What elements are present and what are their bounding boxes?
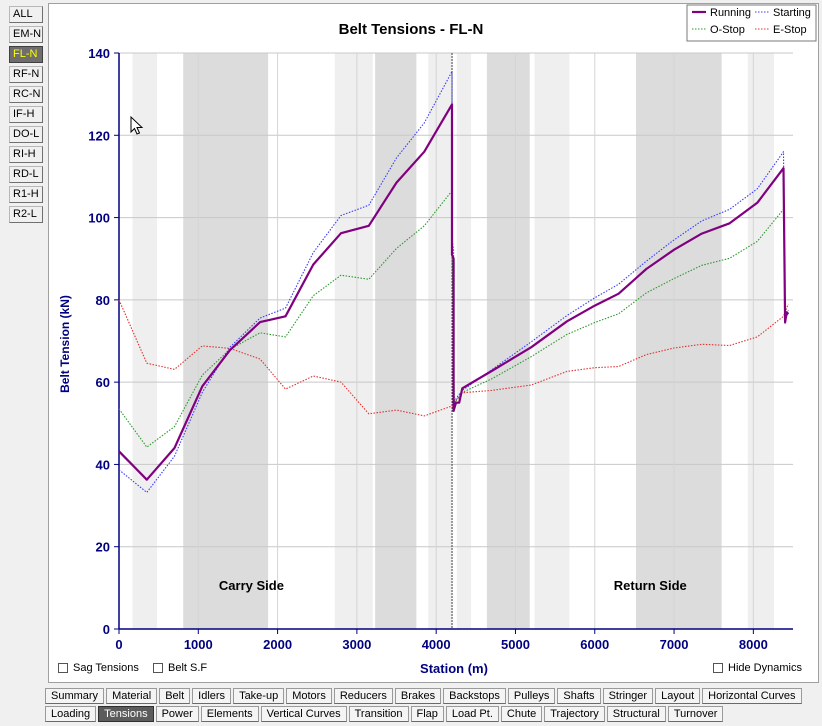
bottom-tab-row-2: Loading Tensions Power Elements Vertical Cur…	[45, 706, 725, 724]
station-band	[183, 53, 269, 629]
side-tab-rf-n[interactable]: RF-N	[9, 66, 43, 83]
x-axis-label: Station (m)	[420, 661, 488, 676]
y-tick-label: 80	[96, 293, 110, 308]
chart-title: Belt Tensions - FL-N	[339, 21, 484, 38]
chart-series	[118, 70, 790, 493]
side-tab-rd-l[interactable]: RD-L	[9, 166, 43, 183]
belt-sf-label: Belt S.F	[168, 662, 208, 674]
checkbox-box[interactable]	[58, 663, 68, 673]
tab-pulleys[interactable]: Pulleys	[507, 688, 556, 704]
tab-take-up[interactable]: Take-up	[233, 688, 285, 704]
tab-turnover[interactable]: Turnover	[667, 706, 724, 722]
legend-label-e-stop: E-Stop	[773, 24, 807, 36]
tab-structural[interactable]: Structural	[606, 706, 666, 722]
station-band	[375, 53, 417, 629]
mouse-cursor-icon	[130, 115, 144, 135]
x-tick-label: 3000	[342, 637, 371, 652]
tab-loading[interactable]: Loading	[45, 706, 97, 722]
belt-tension-chart: 0 20 40 60 80 100 120 140 0 1000 2000 3000 4000 5000 6…	[58, 4, 817, 676]
x-tick-label: 5000	[501, 637, 530, 652]
tab-elements[interactable]: Elements	[200, 706, 259, 722]
legend-label-o-stop: O-Stop	[710, 24, 745, 36]
tab-brakes[interactable]: Brakes	[394, 688, 442, 704]
legend-label-running: Running	[710, 7, 751, 19]
station-band	[747, 53, 774, 629]
chart-legend: Running Starting O-Stop E-Stop	[686, 4, 817, 42]
y-tick-label: 0	[103, 622, 110, 637]
chart-annotations: Carry Side Return Side	[219, 578, 687, 593]
tab-belt[interactable]: Belt	[159, 688, 191, 704]
tab-trajectory[interactable]: Trajectory	[544, 706, 605, 722]
side-annotation: Return Side	[614, 578, 687, 593]
side-tab-r1-h[interactable]: R1-H	[9, 186, 43, 203]
y-tick-label: 120	[88, 128, 110, 143]
series-line-e-stop	[118, 299, 789, 417]
y-tick-label: 20	[96, 540, 110, 555]
side-tab-ri-h[interactable]: RI-H	[9, 146, 43, 163]
station-band	[456, 53, 472, 629]
side-tab-do-l[interactable]: DO-L	[9, 126, 43, 143]
station-band	[132, 53, 158, 629]
x-tick-label: 1000	[184, 637, 213, 652]
sag-tensions-checkbox[interactable]: Sag Tensions	[58, 662, 139, 674]
side-tab-all[interactable]: ALL	[9, 6, 43, 23]
tab-layout[interactable]: Layout	[655, 688, 701, 704]
tab-horizontal-curves[interactable]: Horizontal Curves	[702, 688, 802, 704]
chart-axes: 0 20 40 60 80 100 120 140 0 1000 2000 3000 4000 5000 6…	[88, 46, 793, 652]
y-tick-label: 40	[96, 457, 110, 472]
tab-reducers[interactable]: Reducers	[333, 688, 393, 704]
x-tick-label: 8000	[739, 637, 768, 652]
y-tick-label: 100	[88, 211, 110, 226]
checkbox-box[interactable]	[153, 663, 163, 673]
station-band	[635, 53, 722, 629]
side-tab-fl-n[interactable]: FL-N	[9, 46, 43, 63]
y-tick-label: 140	[88, 46, 110, 61]
side-tab-rc-n[interactable]: RC-N	[9, 86, 43, 103]
side-tab-em-n[interactable]: EM-N	[9, 26, 43, 43]
tab-flap[interactable]: Flap	[410, 706, 444, 722]
tab-summary[interactable]: Summary	[45, 688, 105, 704]
side-tab-r2-l[interactable]: R2-L	[9, 206, 43, 223]
tab-vertical-curves[interactable]: Vertical Curves	[260, 706, 347, 722]
tab-transition[interactable]: Transition	[348, 706, 409, 722]
station-band	[486, 53, 530, 629]
tab-idlers[interactable]: Idlers	[192, 688, 232, 704]
checkbox-box[interactable]	[713, 663, 723, 673]
sag-tensions-label: Sag Tensions	[73, 662, 139, 674]
x-tick-label: 7000	[660, 637, 689, 652]
tab-shafts[interactable]: Shafts	[557, 688, 601, 704]
tension-chart-panel: 0 20 40 60 80 100 120 140 0 1000 2000 3000 4000 5000 6…	[48, 3, 819, 683]
tab-stringer[interactable]: Stringer	[602, 688, 654, 704]
tab-backstops[interactable]: Backstops	[443, 688, 506, 704]
x-tick-label: 2000	[263, 637, 292, 652]
station-band	[428, 53, 453, 629]
hide-dynamics-checkbox[interactable]: Hide Dynamics	[713, 662, 802, 674]
tab-load-pt[interactable]: Load Pt.	[445, 706, 499, 722]
legend-label-starting: Starting	[773, 7, 811, 19]
side-tab-if-h[interactable]: IF-H	[9, 106, 43, 123]
bottom-tab-row-1: Summary Material Belt Idlers Take-up Motors Re…	[45, 688, 804, 706]
station-band	[334, 53, 373, 629]
hide-dynamics-label: Hide Dynamics	[728, 662, 802, 674]
side-annotation: Carry Side	[219, 578, 284, 593]
tab-tensions[interactable]: Tensions	[98, 706, 154, 722]
tab-material[interactable]: Material	[106, 688, 158, 704]
tab-motors[interactable]: Motors	[286, 688, 332, 704]
y-axis-label: Belt Tension (kN)	[58, 295, 72, 393]
belt-sf-checkbox[interactable]: Belt S.F	[153, 662, 207, 674]
x-tick-label: 0	[115, 637, 122, 652]
series-line-running	[118, 103, 790, 481]
y-tick-label: 60	[96, 375, 110, 390]
x-tick-label: 4000	[422, 637, 451, 652]
tab-power[interactable]: Power	[155, 706, 199, 722]
tab-chute[interactable]: Chute	[500, 706, 543, 722]
x-tick-label: 6000	[580, 637, 609, 652]
